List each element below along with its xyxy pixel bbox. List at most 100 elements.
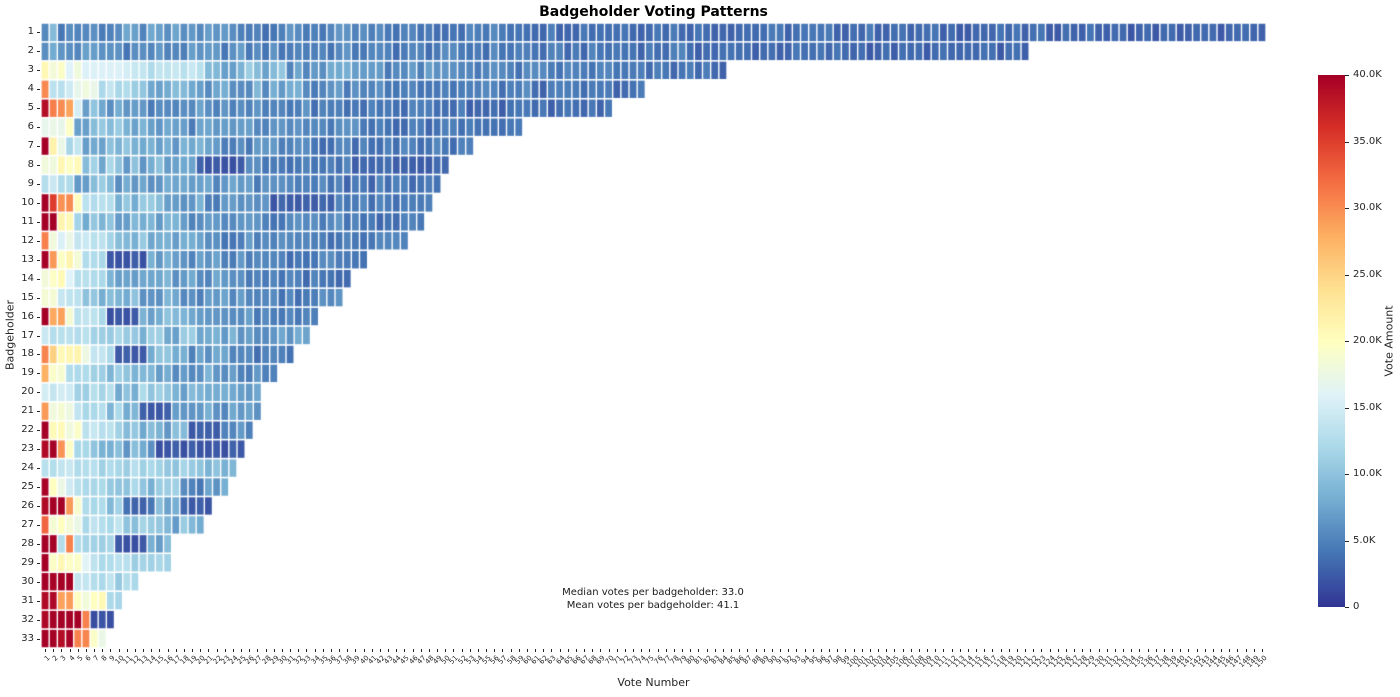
y-tick-mark	[37, 601, 40, 602]
x-tick-mark	[306, 649, 308, 652]
y-tick-mark	[37, 222, 40, 223]
x-tick-mark	[339, 649, 341, 652]
x-tick-mark	[747, 649, 749, 652]
x-axis-label: Vote Number	[617, 676, 690, 689]
x-tick-mark	[551, 649, 553, 652]
x-tick-mark	[682, 649, 684, 652]
y-tick-label: 11	[21, 215, 34, 227]
x-tick-mark	[657, 649, 659, 652]
x-tick-mark	[869, 649, 871, 652]
y-tick-mark	[37, 544, 40, 545]
x-tick-mark	[396, 649, 398, 652]
chart-title: Badgeholder Voting Patterns	[539, 4, 768, 20]
x-tick-mark	[53, 649, 55, 652]
x-tick-mark	[1090, 649, 1092, 652]
y-tick-label: 15	[21, 291, 34, 303]
x-tick-mark	[118, 649, 120, 652]
x-tick-mark	[804, 649, 806, 652]
x-tick-mark	[273, 649, 275, 652]
x-tick-mark	[363, 649, 365, 652]
y-tick-mark	[37, 51, 40, 52]
colorbar-tick-label: 10.0K	[1353, 468, 1382, 479]
y-tick-label: 10	[21, 196, 34, 208]
y-tick-mark	[37, 203, 40, 204]
y-tick-label: 5	[27, 102, 34, 114]
x-tick-mark	[1139, 649, 1141, 652]
y-tick-mark	[37, 373, 40, 374]
y-tick-label: 6	[27, 121, 34, 133]
x-tick-mark	[837, 649, 839, 652]
y-tick-label: 4	[27, 83, 34, 95]
x-tick-mark	[232, 649, 234, 652]
y-tick-label: 3	[27, 64, 34, 76]
x-tick-mark	[477, 649, 479, 652]
y-tick-label: 8	[27, 159, 34, 171]
y-tick-mark	[37, 70, 40, 71]
x-tick-mark	[992, 649, 994, 652]
x-tick-mark	[600, 649, 602, 652]
y-tick-label: 32	[21, 613, 34, 625]
x-tick-mark	[1229, 649, 1231, 652]
x-tick-mark	[167, 649, 169, 652]
y-tick-mark	[37, 260, 40, 261]
x-tick-mark	[1237, 649, 1239, 652]
y-tick-label: 14	[21, 272, 34, 284]
x-tick-mark	[281, 649, 283, 652]
x-tick-mark	[918, 649, 920, 652]
x-tick-mark	[241, 649, 243, 652]
colorbar-tick-label: 20.0K	[1353, 335, 1382, 346]
x-tick-mark	[722, 649, 724, 652]
x-tick-mark	[192, 649, 194, 652]
x-tick-mark	[159, 649, 161, 652]
x-tick-mark	[1016, 649, 1018, 652]
y-tick-mark	[37, 89, 40, 90]
y-tick-label: 1	[27, 26, 34, 38]
y-tick-mark	[37, 184, 40, 185]
x-tick-mark	[796, 649, 798, 652]
x-tick-mark	[788, 649, 790, 652]
x-tick-mark	[200, 649, 202, 652]
y-axis-label: Badgeholder	[3, 299, 17, 371]
x-tick-mark	[526, 649, 528, 652]
y-tick-mark	[37, 32, 40, 33]
x-tick-mark	[110, 649, 112, 652]
x-tick-mark	[420, 649, 422, 652]
y-tick-label: 19	[21, 367, 34, 379]
x-tick-mark	[371, 649, 373, 652]
x-tick-mark	[290, 649, 292, 652]
x-tick-mark	[1106, 649, 1108, 652]
heatmap-canvas	[41, 23, 1266, 648]
x-tick-mark	[829, 649, 831, 652]
colorbar-tick-label: 15.0K	[1353, 401, 1382, 413]
mean-stat-text: Mean votes per badgeholder: 41.1	[566, 600, 740, 611]
x-tick-mark	[1163, 649, 1165, 652]
y-tick-mark	[37, 487, 40, 488]
x-tick-mark	[1196, 649, 1198, 652]
y-tick-mark	[37, 317, 40, 318]
x-tick-mark	[780, 649, 782, 652]
y-tick-mark	[37, 108, 40, 109]
y-tick-label: 23	[21, 443, 34, 455]
x-tick-mark	[1261, 649, 1263, 652]
x-tick-mark	[388, 649, 390, 652]
x-tick-mark	[698, 649, 700, 652]
x-tick-mark	[298, 649, 300, 652]
y-tick-label: 31	[21, 594, 34, 606]
x-tick-mark	[1131, 649, 1133, 652]
x-tick-mark	[69, 649, 71, 652]
y-tick-mark	[37, 411, 40, 412]
x-tick-mark	[910, 649, 912, 652]
x-tick-mark	[428, 649, 430, 652]
x-tick-mark	[763, 649, 765, 652]
x-tick-mark	[959, 649, 961, 652]
y-tick-mark	[37, 468, 40, 469]
y-tick-label: 27	[21, 518, 34, 530]
x-tick-mark	[445, 649, 447, 652]
x-tick-mark	[935, 649, 937, 652]
y-tick-mark	[37, 392, 40, 393]
x-tick-mark	[486, 649, 488, 652]
y-tick-label: 28	[21, 537, 34, 549]
x-tick-mark	[1245, 649, 1247, 652]
x-tick-mark	[77, 649, 79, 652]
